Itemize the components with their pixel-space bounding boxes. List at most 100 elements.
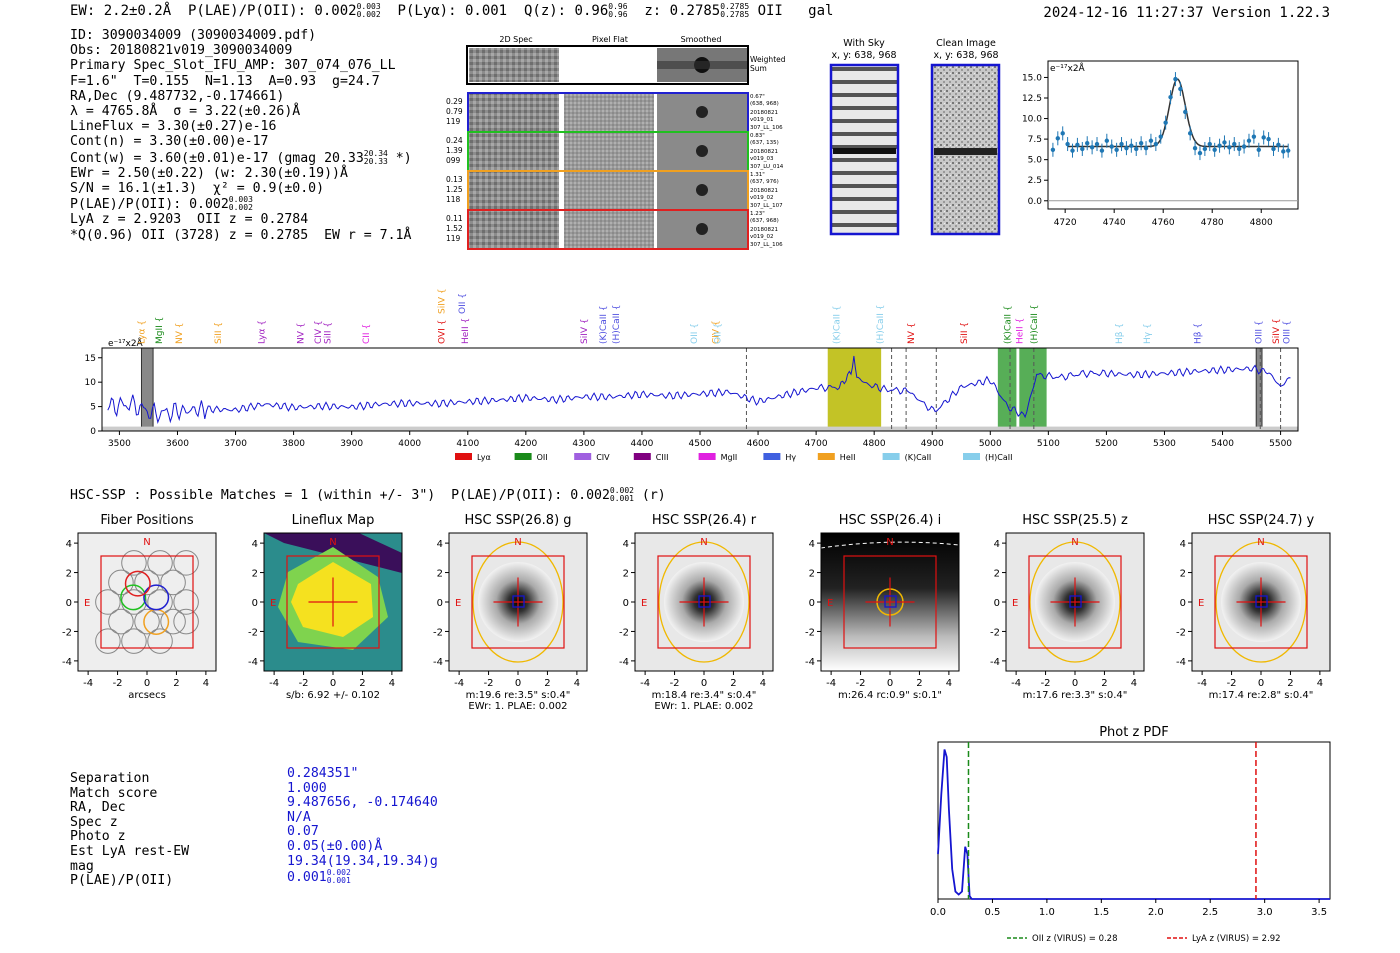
spectrum-legend-swatch <box>633 453 651 460</box>
match-label: Spec z <box>70 814 118 830</box>
image-ytick-label: 4 <box>994 539 1000 550</box>
match-value: 0.001 0.002 0.001 <box>287 868 351 886</box>
spectrum-axes-frame <box>101 347 1299 432</box>
fit-data-point <box>1134 146 1139 152</box>
fit-data-point <box>1251 134 1257 139</box>
north-label: N <box>886 537 893 548</box>
image-ytick-label: 0 <box>994 598 1000 609</box>
fit-data-point <box>1129 143 1134 148</box>
image-caption: m:19.6 re:3.5" s:0.4" <box>466 690 571 701</box>
info-best-solution: *Q(0.96) OII (3728) z = 0.2785 EW r = 7.… <box>70 227 412 243</box>
north-label: N <box>143 537 150 548</box>
cutout-pixelflat <box>564 172 654 209</box>
search-box <box>471 555 565 649</box>
image-ytick-label: 4 <box>1180 539 1186 550</box>
cutout-row-dist: 1.31" <box>750 172 765 178</box>
image-ytick-label: 0 <box>809 598 815 609</box>
spectrum-sky-band <box>102 426 1298 431</box>
fit-data-point <box>1173 76 1178 82</box>
spectrum-masked-region <box>140 347 154 432</box>
spectrum-xtick-label: 3500 <box>108 439 131 449</box>
spectrum-line-label: SiIV { <box>580 318 590 344</box>
match-value: 0.05(±0.00)Å <box>287 838 383 854</box>
image-xtick-label: 4 <box>203 678 209 689</box>
cutout-row-xy: (638, 968) <box>750 101 779 107</box>
spectrum-line-label: Lyα { <box>137 320 147 344</box>
image-panel-title: Fiber Positions <box>100 513 193 528</box>
match-label: Est LyA rest-EW <box>70 843 190 859</box>
spectrum-legend-swatch <box>963 453 980 460</box>
fit-data-point <box>1148 138 1154 143</box>
cutout-row-xy: (637, 976) <box>750 179 779 185</box>
fit-data-point <box>1060 131 1065 136</box>
image-ytick-label: -4 <box>805 657 815 668</box>
spectrum-legend-label: OII <box>537 453 548 462</box>
spectrum-xtick-label: 4700 <box>805 439 828 449</box>
image-ytick-label: -2 <box>805 627 815 638</box>
fit-data-point <box>1187 131 1193 136</box>
match-values: 0.284351" 1.000 9.487656, -0.174640 N/A 0.07… <box>287 766 438 886</box>
fiber-circle <box>147 550 173 576</box>
image-ytick-label: -4 <box>433 657 443 668</box>
image-ytick-label: -2 <box>619 627 629 638</box>
cutout-source <box>696 223 708 235</box>
image-ytick-label: -2 <box>990 627 1000 638</box>
cutout-row-exp: v019_03 <box>750 156 774 162</box>
lineflux-peak-region <box>291 562 373 637</box>
image-caption-2: EWr: 1. PLAE: 0.002 <box>654 701 753 712</box>
match-value: 0.07 <box>287 824 319 840</box>
fit-data-point <box>1089 145 1095 150</box>
pdf-xtick-label: 1.5 <box>1093 907 1109 918</box>
fiber-circle <box>95 628 121 654</box>
spectrum-legend-label: MgII <box>721 453 738 462</box>
image-ytick-label: 2 <box>623 569 629 580</box>
cutout-row-amp: 307_LL_106 <box>750 242 783 248</box>
cutout-row-value-a: 0.24 <box>446 136 463 145</box>
cutout-row-value-c: 119 <box>446 117 461 126</box>
fit-data-point <box>1281 149 1286 154</box>
detection-marker <box>698 595 711 608</box>
spectrum-xtick-label: 4200 <box>514 439 537 449</box>
image-caption: m:18.4 re:3.4" s:0.4" <box>652 690 757 701</box>
hsc-title: HSC-SSP : Possible Matches = 1 (within +… <box>70 486 666 504</box>
match-value: N/A <box>287 809 311 825</box>
match-label: mag <box>70 858 94 874</box>
header-summary: EW: 2.2±0.2Å P(LAE)/P(OII): 0.002 0.003 0.… <box>70 2 834 20</box>
spectrum-line-label: Hγ { <box>1143 323 1153 344</box>
pdf-xtick-label: 3.5 <box>1311 907 1327 918</box>
spectrum-line-label: (H)CaII { <box>612 305 622 345</box>
info-slot: Primary Spec_Slot_IFU_AMP: 307_074_076_L… <box>70 58 396 74</box>
spectrum-line-label: OII { <box>690 323 700 344</box>
with-sky-title: With Sky <box>843 38 885 49</box>
aperture-ellipse <box>472 541 564 663</box>
match-label: P(LAE)/P(OII) <box>70 873 174 889</box>
image-panel-title: HSC SSP(24.7) y <box>1208 513 1315 528</box>
fiber-highlight <box>124 570 151 597</box>
pdf-xtick-label: 0.5 <box>984 907 1000 918</box>
fiber-circle <box>173 550 199 576</box>
fiber-circle <box>121 628 147 654</box>
image-mask-edge <box>820 541 960 549</box>
fiber-circle <box>95 589 121 615</box>
fit-data-point <box>1099 148 1105 153</box>
spectrum-xtick-label: 3700 <box>224 439 247 449</box>
detection-marker <box>1069 595 1082 608</box>
fit-data-point <box>1212 147 1217 152</box>
spectrum-xtick-label: 5300 <box>1153 439 1176 449</box>
spectrum-top-label: SiIV { <box>438 288 448 314</box>
cutout-row-value-a: 0.13 <box>446 175 463 184</box>
cutout-2dspec <box>469 172 559 209</box>
info-radec: RA,Dec (9.487732,-0.174661) <box>70 88 285 104</box>
cutout-row-amp: 307_LL_106 <box>750 125 783 131</box>
spectrum-line-label: CIV { <box>712 320 722 344</box>
fit-data-point <box>1094 141 1100 147</box>
spectrum-legend-swatch <box>817 453 835 460</box>
fit-data-point <box>1163 120 1168 125</box>
image-xtick-label: -2 <box>113 678 123 689</box>
image-xtick-label: 0 <box>1258 678 1264 689</box>
image-xtick-label: 4 <box>389 678 395 689</box>
fit-ytick-label: 12.5 <box>1022 94 1042 104</box>
spectrum-legend-label: CIV <box>596 453 610 462</box>
image-ytick-label: -4 <box>990 657 1000 668</box>
with-sky-xy: x, y: 638, 968 <box>831 50 896 61</box>
